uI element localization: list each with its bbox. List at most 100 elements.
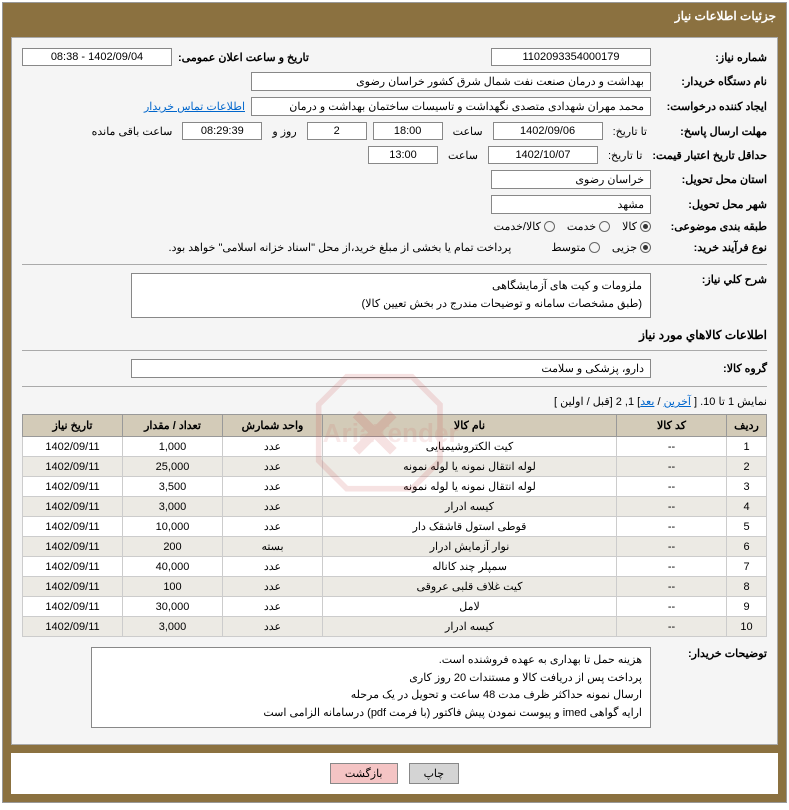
- items-table: ردیفکد کالانام کالاواحد شمارشتعداد / مقد…: [22, 414, 767, 637]
- page-title: جزئیات اطلاعات نیاز: [675, 9, 776, 23]
- creator-label: ایجاد کننده درخواست:: [657, 100, 767, 113]
- validity-time: 13:00: [368, 146, 438, 164]
- validity-label: حداقل تاریخ اعتبار قیمت:: [652, 149, 767, 162]
- days-remaining: 2: [307, 122, 367, 140]
- buyer-org-value: بهداشت و درمان صنعت نفت شمال شرق کشور خر…: [251, 72, 651, 91]
- table-cell: سمپلر چند کاناله: [323, 557, 617, 577]
- table-cell: 10: [727, 617, 767, 637]
- table-row: 2--لوله انتقال نمونه یا لوله نمونهعدد25,…: [23, 457, 767, 477]
- buyer-notes-l3: ارسال نمونه حداکثر ظرف مدت 48 ساعت و تحو…: [100, 687, 642, 705]
- col-header: نام کالا: [323, 415, 617, 437]
- radio-medium-circle: [589, 242, 600, 253]
- radio-service-label: خدمت: [567, 220, 596, 233]
- deadline-time: 18:00: [373, 122, 443, 140]
- table-cell: 3: [727, 477, 767, 497]
- table-cell: 10,000: [123, 517, 223, 537]
- table-row: 9--لاملعدد30,0001402/09/11: [23, 597, 767, 617]
- table-row: 7--سمپلر چند کانالهعدد40,0001402/09/11: [23, 557, 767, 577]
- general-label: شرح كلي نياز:: [657, 273, 767, 286]
- table-cell: --: [617, 457, 727, 477]
- table-cell: 3,000: [123, 617, 223, 637]
- radio-goods[interactable]: کالا: [622, 220, 651, 233]
- table-cell: 9: [727, 597, 767, 617]
- table-cell: 1,000: [123, 437, 223, 457]
- back-button[interactable]: بازگشت: [330, 763, 398, 784]
- table-cell: عدد: [223, 477, 323, 497]
- col-header: کد کالا: [617, 415, 727, 437]
- pager-sep2: /: [584, 396, 593, 408]
- table-cell: 5: [727, 517, 767, 537]
- pager-last[interactable]: آخرین: [664, 396, 691, 408]
- announce-label: تاریخ و ساعت اعلان عمومی:: [178, 51, 309, 64]
- table-cell: 100: [123, 577, 223, 597]
- table-cell: نوار آزمایش ادرار: [323, 537, 617, 557]
- table-cell: 40,000: [123, 557, 223, 577]
- radio-partial[interactable]: جزیی: [612, 241, 651, 254]
- radio-medium[interactable]: متوسط: [551, 241, 600, 254]
- creator-value: محمد مهران شهدادی متصدی نگهداشت و تاسیسا…: [251, 97, 651, 116]
- row-category: طبقه بندی موضوعی: کالا خدمت کالا/خدمت: [22, 220, 767, 233]
- days-word: روز و: [268, 123, 300, 140]
- radio-service[interactable]: خدمت: [567, 220, 610, 233]
- row-need-number: شماره نياز: 1102093354000179 تاریخ و ساع…: [22, 48, 767, 66]
- items-tbody: 1--کیت الکتروشیمیاییعدد1,0001402/09/112-…: [23, 437, 767, 637]
- table-cell: 25,000: [123, 457, 223, 477]
- table-cell: 1402/09/11: [23, 597, 123, 617]
- table-cell: عدد: [223, 557, 323, 577]
- time-label-1: ساعت: [449, 123, 487, 140]
- time-label-2: ساعت: [444, 147, 482, 164]
- general-line1: ملزومات و کیت های آزمایشگاهی: [140, 278, 642, 296]
- table-cell: کیت غلاف قلبی عروقی: [323, 577, 617, 597]
- table-cell: 6: [727, 537, 767, 557]
- radio-service-circle: [599, 221, 610, 232]
- table-cell: عدد: [223, 577, 323, 597]
- radio-medium-label: متوسط: [551, 241, 586, 254]
- general-box: ملزومات و کیت های آزمایشگاهی (طبق مشخصات…: [131, 273, 651, 318]
- divider-3: [22, 386, 767, 387]
- divider-1: [22, 264, 767, 265]
- table-cell: لامل: [323, 597, 617, 617]
- table-row: 4--کیسه ادرارعدد3,0001402/09/11: [23, 497, 767, 517]
- table-cell: کیت الکتروشیمیایی: [323, 437, 617, 457]
- table-cell: 1402/09/11: [23, 517, 123, 537]
- province-value: خراسان رضوی: [491, 170, 651, 189]
- table-cell: --: [617, 477, 727, 497]
- content-panel: AriaTender شماره نياز: 1102093354000179 …: [11, 37, 778, 745]
- row-process: نوع فرآیند خرید: جزیی متوسط پرداخت تمام …: [22, 239, 767, 256]
- table-cell: --: [617, 617, 727, 637]
- col-header: واحد شمارش: [223, 415, 323, 437]
- table-cell: عدد: [223, 457, 323, 477]
- pager: نمایش 1 تا 10. [ آخرین / بعد] 1, 2 [قبل …: [22, 395, 767, 408]
- radio-both[interactable]: کالا/خدمت: [494, 220, 555, 233]
- radio-partial-circle: [640, 242, 651, 253]
- category-radio-group: کالا خدمت کالا/خدمت: [494, 220, 651, 233]
- process-label: نوع فرآیند خرید:: [657, 241, 767, 254]
- table-row: 3--لوله انتقال نمونه یا لوله نمونهعدد3,5…: [23, 477, 767, 497]
- table-cell: 1402/09/11: [23, 617, 123, 637]
- general-line2: (طبق مشخصات سامانه و توضیحات مندرج در بخ…: [140, 296, 642, 314]
- table-cell: کیسه ادرار: [323, 497, 617, 517]
- deadline-date: 1402/09/06: [493, 122, 603, 140]
- need-number-value: 1102093354000179: [491, 48, 651, 66]
- divider-2: [22, 350, 767, 351]
- buyer-notes-l2: پرداخت پس از دریافت کالا و مستندات 20 رو…: [100, 670, 642, 688]
- print-button[interactable]: چاپ: [409, 763, 460, 784]
- table-cell: 2: [727, 457, 767, 477]
- page-title-bar: جزئیات اطلاعات نیاز: [3, 3, 786, 29]
- table-row: 10--کیسه ادرارعدد3,0001402/09/11: [23, 617, 767, 637]
- table-cell: --: [617, 577, 727, 597]
- table-row: 1--کیت الکتروشیمیاییعدد1,0001402/09/11: [23, 437, 767, 457]
- contact-link[interactable]: اطلاعات تماس خریدار: [144, 100, 245, 113]
- row-city: شهر محل تحویل: مشهد: [22, 195, 767, 214]
- table-cell: 1402/09/11: [23, 577, 123, 597]
- table-cell: 1: [727, 437, 767, 457]
- items-section-title: اطلاعات کالاهاي مورد نیاز: [22, 328, 767, 342]
- table-row: 6--نوار آزمایش ادراربسته2001402/09/11: [23, 537, 767, 557]
- table-cell: عدد: [223, 517, 323, 537]
- table-cell: 1402/09/11: [23, 437, 123, 457]
- category-label: طبقه بندی موضوعی:: [657, 220, 767, 233]
- table-cell: عدد: [223, 617, 323, 637]
- table-cell: 200: [123, 537, 223, 557]
- pager-next[interactable]: بعد: [640, 396, 654, 408]
- buyer-notes-label: توضیحات خریدار:: [657, 647, 767, 660]
